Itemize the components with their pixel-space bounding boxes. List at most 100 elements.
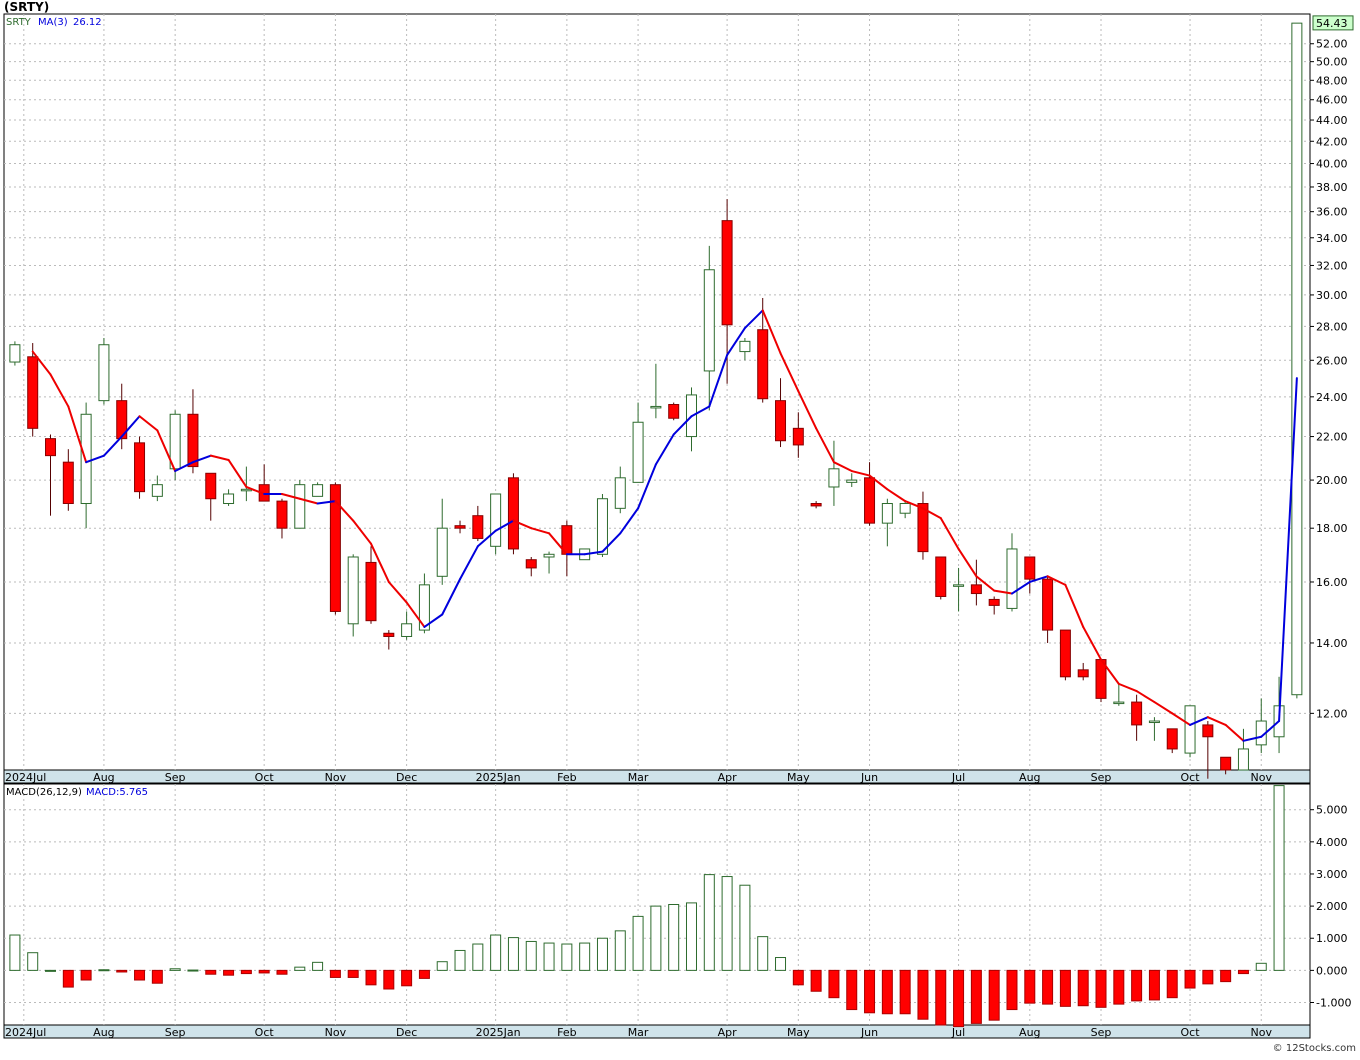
ma3-segment [67,405,88,464]
macd-bar [1273,785,1285,971]
price-y-tick-label: 50.00 [1316,56,1348,69]
macd-bar [276,969,288,975]
macd-bar [365,969,377,986]
candle [792,412,804,458]
candle [864,462,876,526]
macd-y-tick-label: 1.000 [1316,932,1348,945]
ma3-segment [957,547,978,578]
last-price-badge [1312,15,1354,31]
macd-bar [1202,969,1214,985]
candle-body [988,598,1000,606]
candle-body [223,493,235,505]
ma3-segment [387,580,408,604]
candle [27,343,39,437]
candle [62,449,74,511]
ma3-segment [1224,723,1245,742]
candle-body [864,477,876,524]
price-x-tick-label: Jun [860,771,878,784]
macd-bar [650,905,662,971]
macd-y-tick-label: 0.000 [1316,964,1348,977]
ma3-segment [227,458,248,488]
macd-bar [454,949,466,971]
candle [507,473,519,555]
ma3-segment [316,500,337,505]
macd-bar [383,969,395,990]
price-x-tick-label: Feb [557,771,576,784]
candle-body [846,479,858,483]
price-y-tick-label: 36.00 [1316,206,1348,219]
candle-body [1131,701,1143,726]
price-y-tick-label: 26.00 [1316,354,1348,367]
price-x-tick-label: 2024Jul [5,771,46,784]
macd-bar [329,969,341,978]
price-y-tick-label: 22.00 [1316,431,1348,444]
price-x-tick-label: Sep [1091,771,1112,784]
price-x-tick-label: 2025Jan [476,771,521,784]
macd-bar [525,940,537,971]
macd-bar [721,876,733,971]
ma3-segment [31,350,52,376]
candle-body [205,472,217,500]
macd-x-tick-label: Oct [1181,1026,1201,1039]
candle [134,436,146,499]
macd-y-tick-label: 3.000 [1316,868,1348,881]
ma3-segment [868,474,889,491]
price-y-tick-label: 24.00 [1316,391,1348,404]
macd-bar [1148,969,1160,1001]
candle-body [1220,756,1232,771]
candle [205,472,217,521]
macd-bar [45,969,57,972]
macd-x-tick-label: Mar [628,1026,649,1039]
price-panel [3,13,1311,771]
candle-body [543,553,555,558]
macd-bar [703,874,715,971]
candle [1042,576,1054,643]
candle-body [614,477,626,509]
macd-legend-value: MACD:5.765 [86,787,148,798]
candle-body [632,421,644,483]
candle-body [596,498,608,555]
candle-body [1042,578,1054,631]
ma3-segment [708,354,729,408]
ma3-segment [530,527,551,535]
candle-body [703,269,715,372]
macd-bar [258,969,270,974]
ma3-segment [726,327,746,357]
macd-bar [418,969,430,979]
candle [1291,22,1303,699]
candle [650,363,662,419]
candle [810,501,822,509]
candle-body [9,344,21,363]
candle [846,473,858,487]
price-y-tick-label: 30.00 [1316,289,1348,302]
ma3-segment [761,309,782,355]
candle [490,493,502,555]
candle-body [98,344,110,402]
candle [899,501,911,519]
macd-bar [988,969,1000,1021]
candle [1024,556,1036,594]
legend-ma-value: 26.12 [73,17,102,28]
watermark: © 12Stocks.com [1272,1043,1356,1054]
ma3-segment [49,373,70,408]
candle-body [365,561,377,622]
candle-body [45,438,57,457]
macd-bar [507,937,519,971]
macd-bar [953,969,965,1028]
candle [1166,728,1178,754]
last-price-label: 54.43 [1316,17,1348,30]
macd-bar [775,957,787,971]
macd-y-tick-label: 2.000 [1316,900,1348,913]
macd-bar [9,934,21,971]
ma3-segment [1046,575,1067,586]
ma3-segment [1135,690,1156,704]
candle-body [151,484,163,497]
macd-bar [1042,969,1054,1005]
macd-bar [1095,969,1107,1008]
macd-bar [1255,962,1267,971]
candle-body [953,584,965,587]
macd-bar [828,969,840,999]
candle-body [1202,724,1214,738]
ma3-segment [690,405,711,418]
candle [276,498,288,539]
